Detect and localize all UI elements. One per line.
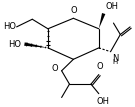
Text: O: O — [70, 6, 77, 15]
Text: OH: OH — [106, 2, 119, 11]
Text: O: O — [97, 62, 103, 71]
Polygon shape — [24, 42, 48, 48]
Text: HO: HO — [3, 22, 16, 31]
Text: OH: OH — [97, 97, 110, 106]
Polygon shape — [99, 13, 105, 29]
Text: O: O — [51, 64, 58, 73]
Text: H: H — [112, 59, 118, 65]
Text: N: N — [112, 54, 119, 63]
Text: HO: HO — [9, 40, 21, 49]
